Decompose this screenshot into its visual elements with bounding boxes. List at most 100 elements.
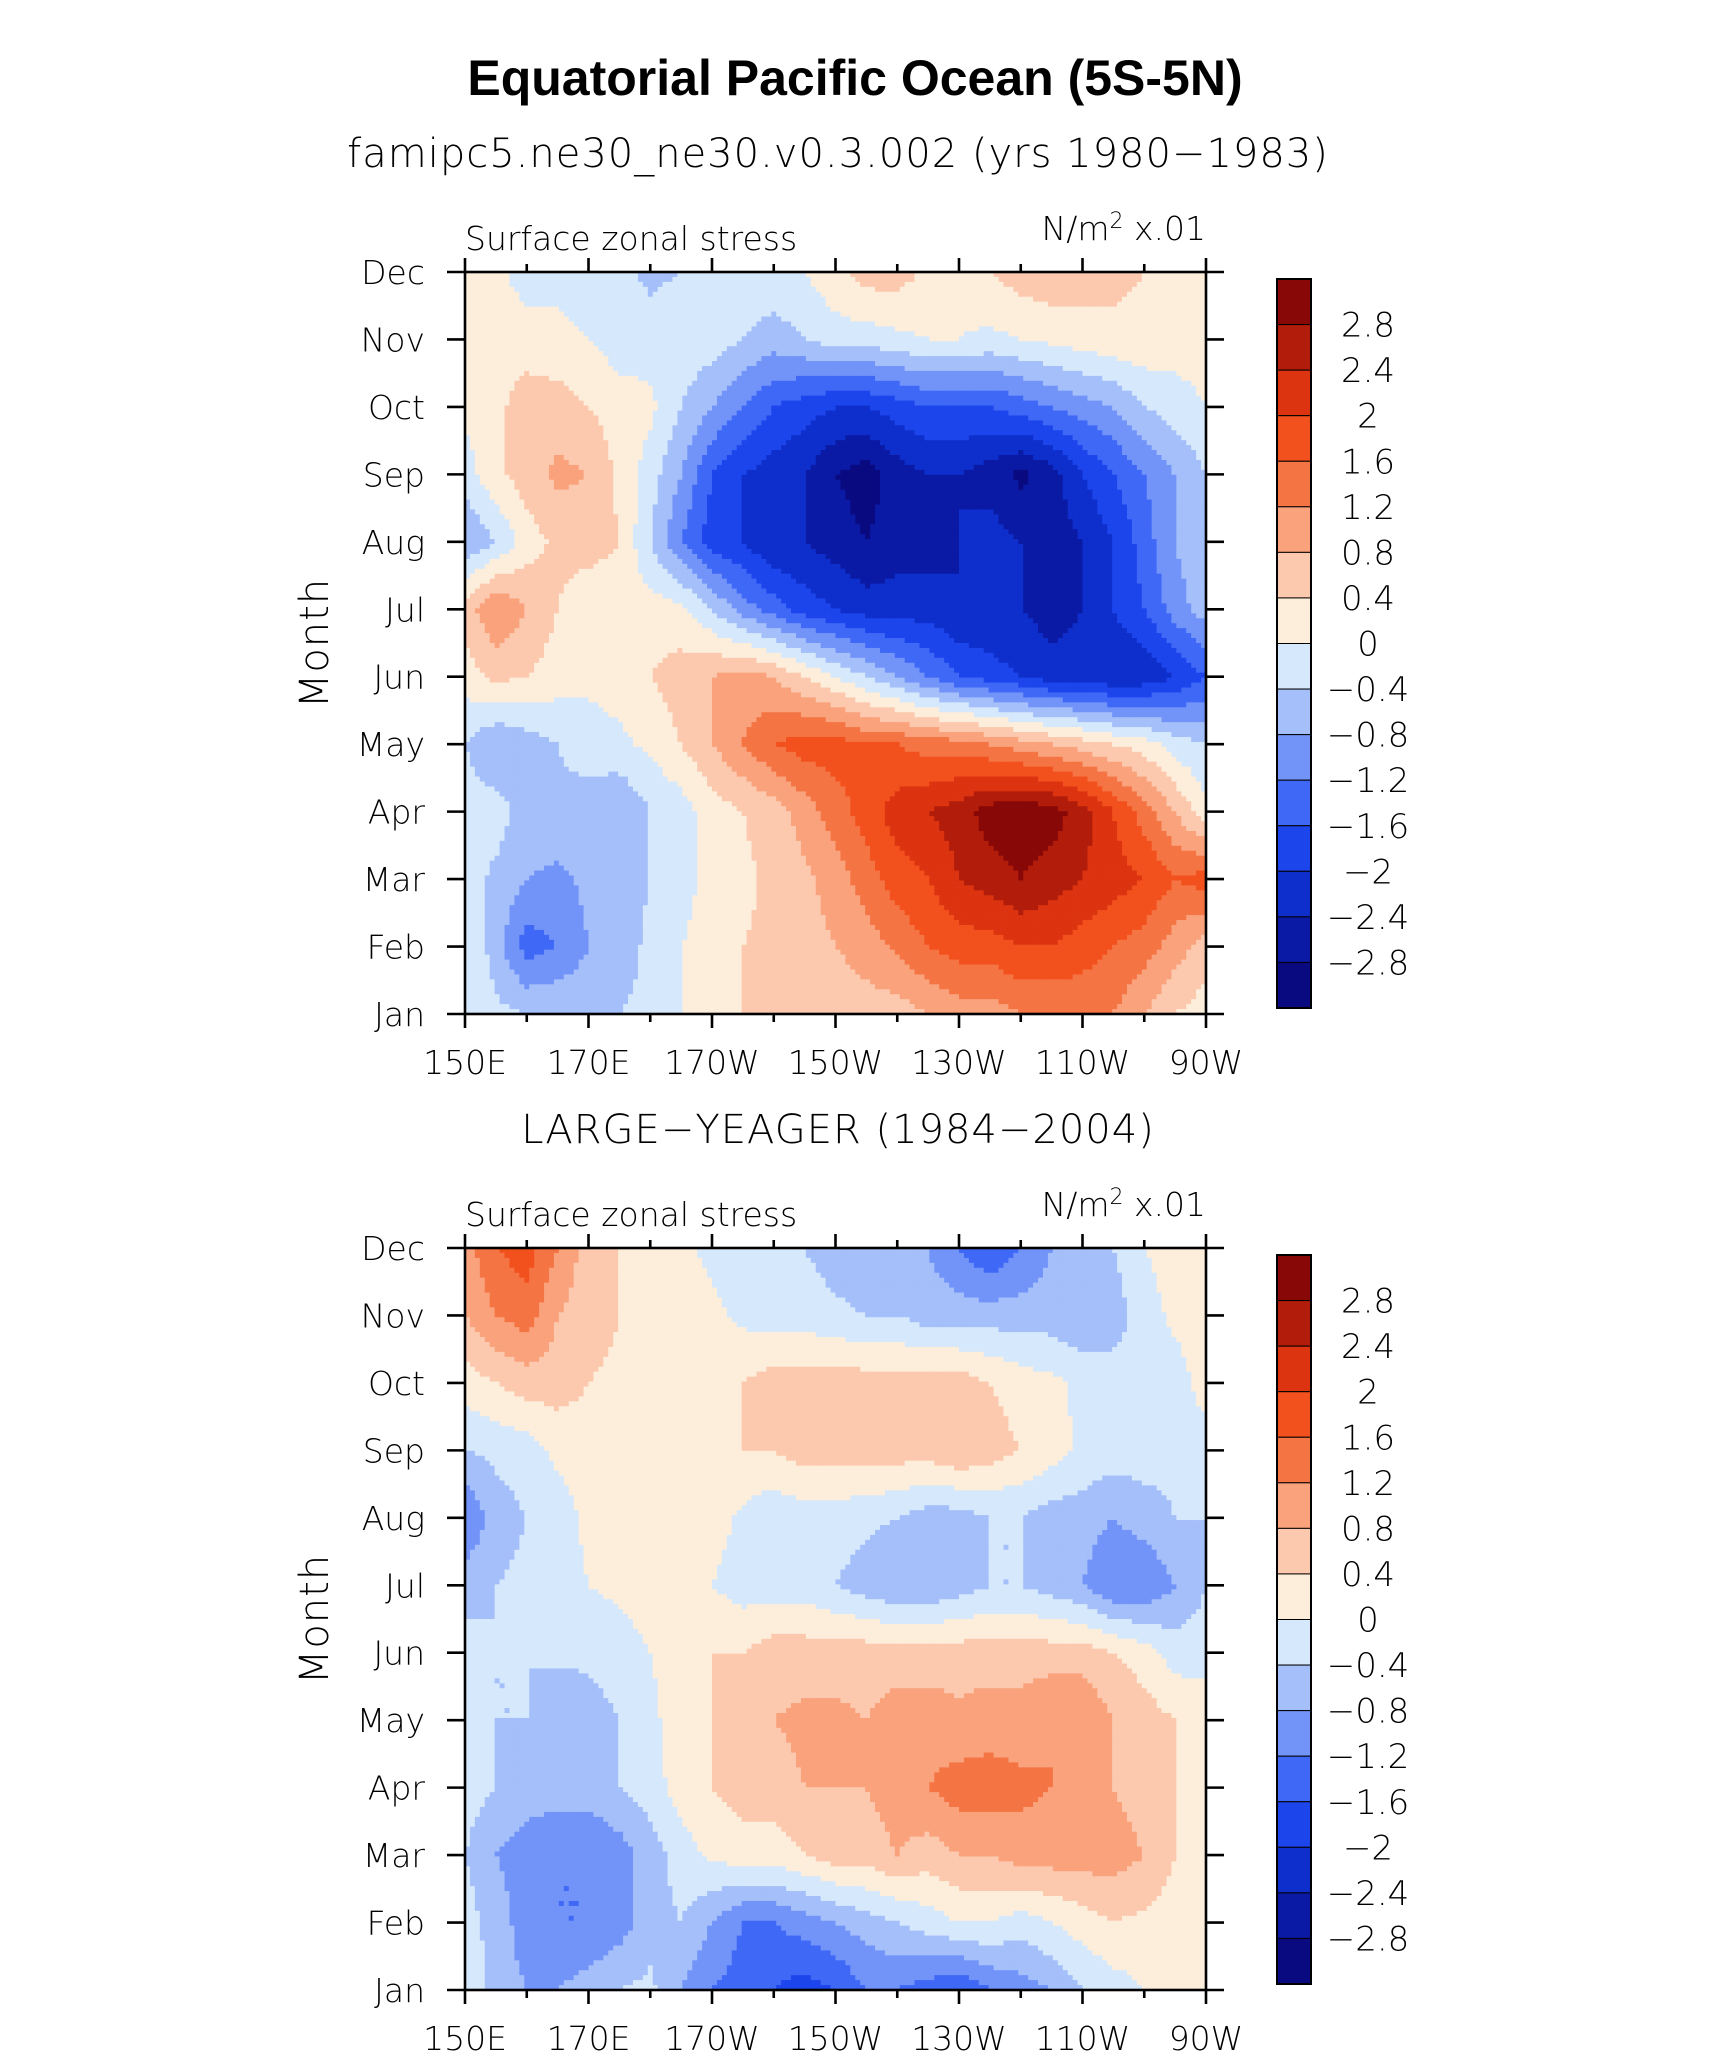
heat-cell — [1067, 286, 1074, 293]
heat-cell — [795, 380, 802, 387]
heat-cell — [786, 306, 792, 313]
heat-cell — [914, 405, 921, 412]
heat-cell — [776, 296, 782, 303]
heat-cell — [983, 321, 990, 328]
heat-cell — [1131, 430, 1138, 436]
heat-cell — [623, 425, 629, 431]
heat-cell — [1047, 375, 1054, 382]
heat-cell — [820, 430, 827, 436]
heat-cell — [544, 435, 550, 441]
heat-cell — [469, 420, 476, 426]
heat-cell — [781, 400, 787, 407]
heat-cell — [716, 425, 723, 431]
heat-cell — [884, 415, 891, 421]
heat-cell — [786, 365, 792, 372]
heat-cell — [1028, 346, 1034, 352]
heat-cell — [929, 296, 935, 303]
heat-cell — [914, 385, 921, 392]
heat-cell — [588, 351, 595, 357]
heat-cell — [504, 425, 511, 431]
heat-cell — [1196, 326, 1202, 332]
heat-cell — [909, 375, 916, 382]
heat-cell — [519, 400, 525, 407]
heat-cell — [815, 336, 822, 342]
heat-cell — [632, 316, 639, 323]
heat-cell — [702, 276, 708, 283]
heat-cell — [677, 410, 683, 417]
heat-cell — [642, 321, 649, 328]
heat-cell — [894, 390, 901, 397]
heat-cell — [761, 276, 767, 283]
heat-cell — [504, 415, 511, 421]
heat-cell — [884, 286, 891, 293]
heat-cell — [929, 430, 935, 436]
heat-cell — [716, 351, 723, 357]
heat-cell — [756, 410, 762, 417]
heat-cell — [1117, 281, 1123, 288]
heat-cell — [884, 390, 891, 397]
heat-cell — [1057, 405, 1064, 412]
heat-cell — [632, 370, 639, 377]
heat-cell — [914, 341, 921, 347]
heat-cell — [662, 291, 669, 298]
heat-cell — [1067, 415, 1074, 421]
heat-cell — [751, 385, 758, 392]
heat-cell — [1047, 341, 1054, 347]
heat-cell — [884, 425, 891, 431]
heat-cell — [1191, 336, 1197, 342]
heat-cell — [850, 276, 856, 283]
heat-cell — [1107, 430, 1113, 436]
heat-cell — [1181, 400, 1187, 407]
heat-cell — [726, 361, 733, 367]
heat-cell — [652, 370, 659, 377]
heat-cell — [632, 281, 639, 288]
heat-cell — [904, 306, 911, 313]
heat-cell — [909, 331, 916, 337]
heat-cell — [1171, 276, 1177, 283]
heat-cell — [578, 410, 585, 417]
heat-cell — [1082, 306, 1089, 313]
heat-cell — [618, 281, 624, 288]
heat-cell — [855, 385, 861, 392]
heat-cell — [558, 301, 565, 308]
heat-cell — [1107, 341, 1113, 347]
heat-cell — [707, 425, 713, 431]
heat-cell — [894, 326, 901, 332]
heat-cell — [860, 420, 866, 426]
heat-cell — [553, 420, 560, 426]
heat-cell — [465, 395, 471, 402]
heat-cell — [1136, 405, 1143, 412]
heat-cell — [687, 420, 693, 426]
heat-cell — [968, 272, 975, 278]
heat-cell — [978, 385, 985, 392]
heat-cell — [870, 420, 876, 426]
heat-cell — [929, 311, 935, 318]
heat-cell — [583, 415, 590, 421]
heat-cell — [1047, 276, 1054, 283]
heat-cell — [835, 375, 842, 382]
heat-cell — [761, 301, 767, 308]
heat-cell — [998, 311, 1005, 318]
heat-cell — [963, 276, 970, 283]
heat-cell — [677, 341, 683, 347]
heat-cell — [909, 361, 916, 367]
heat-cell — [1072, 380, 1079, 387]
heat-cell — [514, 281, 520, 288]
heat-cell — [672, 296, 679, 303]
heat-cell — [588, 365, 595, 372]
heat-cell — [628, 296, 634, 303]
heat-cell — [539, 390, 545, 397]
heat-cell — [642, 356, 649, 362]
heat-cell — [835, 415, 842, 421]
heat-cell — [613, 276, 619, 283]
heat-cell — [524, 370, 530, 377]
heat-cell — [810, 425, 817, 431]
heat-cell — [1201, 331, 1207, 337]
heat-cell — [1151, 351, 1158, 357]
heat-cell — [1141, 311, 1148, 318]
heat-cell — [474, 405, 481, 412]
heat-cell — [875, 346, 881, 352]
heat-cell — [830, 356, 837, 362]
heat-cell — [899, 306, 906, 313]
heat-cell — [632, 425, 639, 431]
